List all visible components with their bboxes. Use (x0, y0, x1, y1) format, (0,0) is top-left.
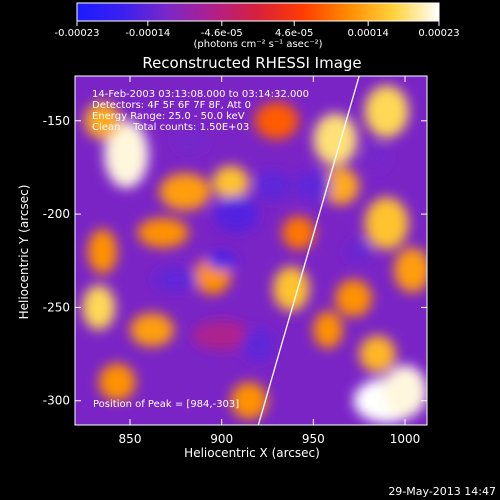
intensity-blob (313, 311, 343, 349)
y-tick-label: -150 (43, 114, 70, 128)
intensity-blob (364, 85, 409, 138)
intensity-blob (87, 229, 118, 274)
intensity-blob (174, 126, 207, 153)
intensity-blob (383, 365, 427, 418)
intensity-blob (104, 120, 149, 188)
intensity-blob (82, 285, 116, 330)
intensity-blob (254, 171, 292, 202)
intensity-blob (313, 113, 358, 166)
peak-position-label: Position of Peak = [984,-303] (93, 399, 239, 410)
x-tick-label: 1000 (390, 432, 421, 446)
x-tick-label: 950 (302, 432, 325, 446)
intensity-blob (273, 266, 310, 312)
intensity-blob (254, 102, 299, 140)
colorbar-tick-label: 0.00014 (347, 28, 388, 39)
annotation-time-range: 14-Feb-2003 03:13:08.000 to 03:14:32.000 (92, 89, 309, 100)
colorbar-tick-label: 0.00023 (418, 28, 459, 39)
y-tick-label: -300 (43, 394, 70, 408)
intensity-blob (335, 279, 372, 317)
x-tick-label: 850 (119, 432, 142, 446)
intensity-blob (364, 197, 409, 250)
y-tick-label: -250 (43, 300, 70, 314)
intensity-blob (241, 327, 275, 362)
intensity-blob (394, 247, 427, 293)
intensity-blob (282, 215, 316, 250)
colorbar-tick-label: -4.6e-05 (201, 28, 243, 39)
intensity-blob (153, 268, 198, 291)
intensity-blob (230, 382, 268, 420)
annotation-block: 14-Feb-2003 03:13:08.000 to 03:14:32.000… (92, 89, 309, 133)
annotation-detectors: Detectors: 4F 5F 6F 7F 8F, Att 0 (92, 100, 251, 111)
colorbar-tick-label: -0.00014 (125, 28, 170, 39)
intensity-blob (137, 217, 189, 248)
axis-ticks: 850 900 950 1000 -150 -200 -250 -300 (43, 76, 427, 446)
intensity-blob (192, 320, 252, 351)
intensity-blob (322, 167, 360, 205)
x-axis-label: Heliocentric X (arcsec) (184, 446, 320, 460)
intensity-blob (130, 313, 174, 347)
intensity-blob (346, 240, 372, 263)
y-tick-label: -200 (43, 207, 70, 221)
intensity-blob (98, 363, 136, 401)
solar-limb-line (257, 76, 360, 425)
colorbar-unit-label: (photons cm⁻² s⁻¹ asec⁻²) (193, 39, 322, 50)
intensity-map (82, 85, 427, 424)
colorbar-gradient (76, 2, 440, 22)
plot-frame (74, 75, 428, 426)
date-stamp: 29-May-2013 14:47 (388, 485, 496, 498)
annotation-energy-range: Energy Range: 25.0 - 50.0 keV (92, 111, 245, 122)
intensity-blob (359, 335, 396, 373)
x-tick-label: 900 (210, 432, 233, 446)
annotation-total-counts: Clean Total counts: 1.50E+03 (92, 122, 249, 133)
colorbar-ticks: -0.00023 -0.00014 -4.6e-05 4.6e-05 0.00014 0.… (55, 21, 460, 39)
intensity-blob (159, 173, 211, 211)
intensity-blob (212, 165, 250, 200)
colorbar-tick-label: -0.00023 (55, 28, 100, 39)
plot-area (75, 76, 427, 425)
intensity-blob (366, 145, 389, 172)
intensity-blob (84, 102, 121, 140)
colorbar-tick-label: 4.6e-05 (275, 28, 313, 39)
colorbar: -0.00023 -0.00014 -4.6e-05 4.6e-05 0.00014 0.… (55, 2, 460, 50)
intensity-blob (207, 251, 237, 271)
intensity-blob (214, 195, 259, 233)
intensity-blob (295, 171, 332, 202)
chart-title: Reconstructed RHESSI Image (142, 54, 361, 72)
y-axis-label: Heliocentric Y (arcsec) (17, 185, 31, 320)
